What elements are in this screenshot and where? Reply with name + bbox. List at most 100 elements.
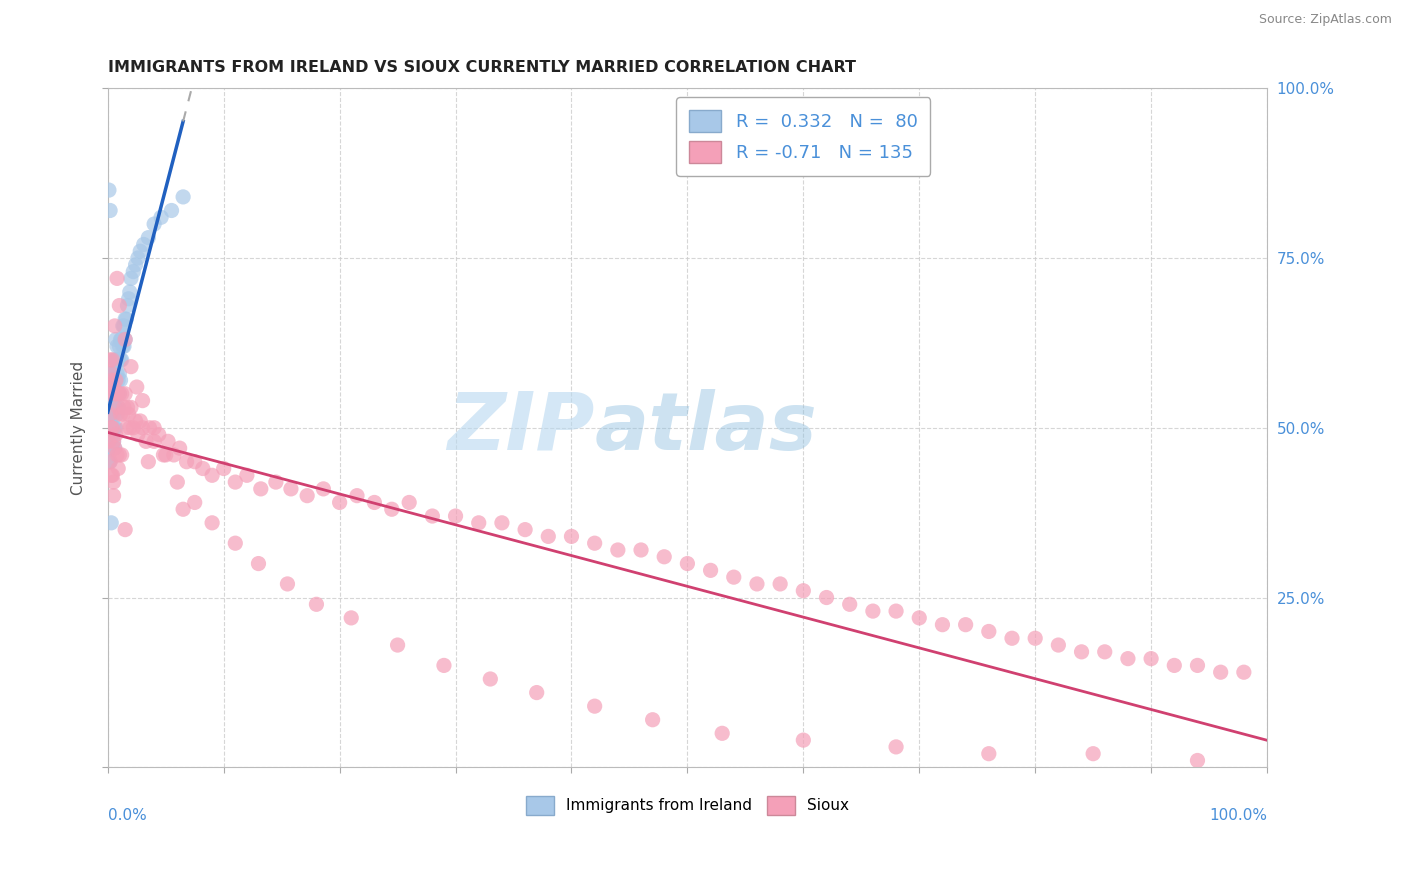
Point	[264, 475, 287, 489]
Point	[103, 434, 125, 449]
Point	[100, 421, 122, 435]
Point	[98, 352, 121, 367]
Text: 100.0%: 100.0%	[1209, 808, 1267, 823]
Point	[104, 441, 127, 455]
Point	[1140, 651, 1163, 665]
Point	[103, 367, 125, 381]
Point	[103, 434, 125, 449]
Point	[112, 401, 135, 415]
Point	[108, 386, 131, 401]
Point	[699, 563, 721, 577]
Point	[115, 421, 138, 435]
Point	[111, 352, 134, 367]
Point	[111, 448, 134, 462]
Point	[201, 516, 224, 530]
Point	[1001, 632, 1024, 646]
Point	[1070, 645, 1092, 659]
Point	[792, 583, 814, 598]
Point	[120, 401, 142, 415]
Point	[104, 333, 127, 347]
Point	[100, 386, 122, 401]
Point	[103, 475, 125, 489]
Point	[129, 414, 152, 428]
Point	[381, 502, 404, 516]
Point	[122, 421, 145, 435]
Point	[104, 352, 127, 367]
Point	[143, 421, 166, 435]
Point	[103, 421, 125, 435]
Point	[1233, 665, 1256, 680]
Point	[329, 495, 352, 509]
Point	[138, 421, 160, 435]
Point	[101, 421, 124, 435]
Point	[105, 339, 128, 353]
Point	[305, 597, 328, 611]
Point	[1024, 632, 1046, 646]
Point	[479, 672, 502, 686]
Point	[176, 455, 198, 469]
Point	[977, 624, 1000, 639]
Point	[114, 333, 136, 347]
Point	[172, 502, 194, 516]
Point	[100, 434, 122, 449]
Y-axis label: Currently Married: Currently Married	[72, 360, 86, 495]
Point	[135, 434, 157, 449]
Point	[104, 421, 127, 435]
Point	[103, 380, 125, 394]
Point	[97, 434, 120, 449]
Point	[111, 339, 134, 353]
Point	[224, 475, 246, 489]
Point	[169, 441, 191, 455]
Point	[513, 523, 536, 537]
Point	[101, 367, 124, 381]
Point	[105, 407, 128, 421]
Point	[491, 516, 513, 530]
Point	[340, 611, 363, 625]
Point	[104, 441, 127, 455]
Text: IMMIGRANTS FROM IRELAND VS SIOUX CURRENTLY MARRIED CORRELATION CHART: IMMIGRANTS FROM IRELAND VS SIOUX CURRENT…	[108, 60, 856, 75]
Point	[97, 407, 120, 421]
Point	[117, 401, 139, 415]
Point	[112, 339, 135, 353]
Point	[908, 611, 931, 625]
Point	[114, 333, 136, 347]
Point	[676, 557, 699, 571]
Point	[105, 448, 128, 462]
Point	[155, 448, 177, 462]
Point	[97, 434, 120, 449]
Point	[103, 407, 125, 421]
Point	[104, 318, 127, 333]
Point	[104, 373, 127, 387]
Point	[104, 373, 127, 387]
Point	[127, 427, 149, 442]
Point	[98, 373, 121, 387]
Point	[98, 421, 121, 435]
Point	[422, 509, 444, 524]
Point	[862, 604, 884, 618]
Point	[276, 577, 298, 591]
Point	[100, 401, 122, 415]
Point	[1094, 645, 1116, 659]
Point	[100, 407, 122, 421]
Point	[108, 299, 131, 313]
Point	[98, 203, 121, 218]
Point	[101, 352, 124, 367]
Point	[526, 685, 548, 699]
Point	[105, 386, 128, 401]
Point	[955, 617, 977, 632]
Text: ZIP: ZIP	[447, 389, 595, 467]
Point	[104, 386, 127, 401]
Point	[97, 455, 120, 469]
Point	[138, 230, 160, 244]
Point	[1187, 754, 1209, 768]
Point	[104, 421, 127, 435]
Point	[931, 617, 953, 632]
Point	[122, 264, 145, 278]
Point	[100, 468, 122, 483]
Point	[127, 251, 149, 265]
Point	[124, 414, 146, 428]
Point	[236, 468, 259, 483]
Point	[630, 543, 652, 558]
Point	[101, 421, 124, 435]
Point	[107, 461, 129, 475]
